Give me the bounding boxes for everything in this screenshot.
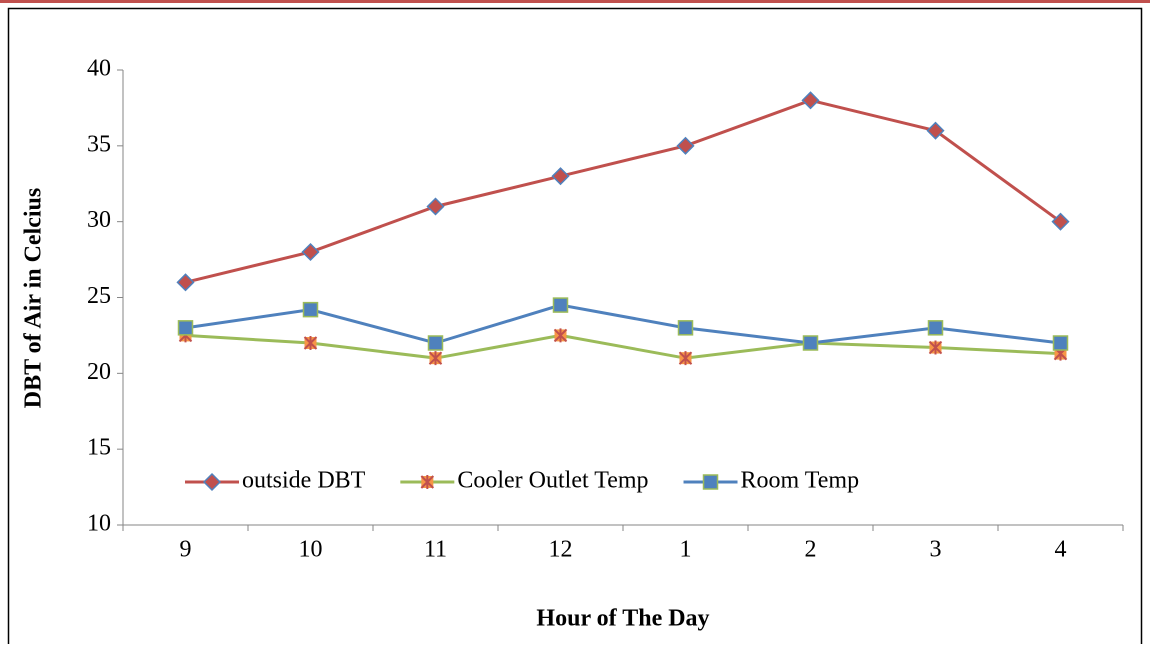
- x-tick-label: 12: [549, 537, 573, 563]
- y-tick-label: 20: [87, 359, 111, 385]
- marker: [420, 475, 435, 489]
- y-tick-label: 30: [87, 207, 111, 233]
- legend-label: Room Temp: [741, 468, 860, 494]
- top-stripe: [0, 0, 1150, 3]
- marker: [553, 328, 568, 343]
- marker-cross: [678, 351, 693, 366]
- marker-cross: [303, 336, 318, 350]
- marker: [202, 472, 222, 492]
- x-tick-label: 4: [1055, 537, 1067, 563]
- marker: [427, 335, 444, 351]
- y-tick-label: 15: [87, 435, 111, 461]
- y-tick-label: 10: [87, 511, 111, 537]
- x-tick-label: 11: [424, 537, 447, 563]
- marker: [303, 336, 318, 350]
- marker: [302, 301, 319, 318]
- marker: [702, 474, 719, 490]
- marker: [678, 351, 693, 366]
- marker: [428, 351, 443, 366]
- marker-cross: [428, 351, 443, 366]
- marker: [927, 320, 944, 336]
- marker: [677, 320, 694, 336]
- marker-cross: [420, 475, 435, 489]
- marker: [426, 197, 445, 216]
- y-tick-label: 35: [87, 131, 111, 157]
- series-line: [185, 333, 1061, 360]
- marker: [802, 335, 819, 351]
- y-tick-label: 25: [87, 283, 111, 309]
- x-axis-title: Hour of The Day: [536, 606, 709, 632]
- y-tick-label: 40: [87, 56, 111, 82]
- marker: [1052, 335, 1069, 351]
- legend-label: outside DBT: [242, 468, 366, 494]
- marker: [801, 91, 820, 110]
- marker: [177, 320, 194, 336]
- marker: [552, 297, 569, 313]
- marker: [1051, 212, 1070, 231]
- x-tick-label: 3: [930, 537, 942, 563]
- marker: [676, 136, 695, 155]
- marker: [176, 273, 195, 292]
- x-tick-label: 2: [805, 537, 817, 563]
- marker-cross: [553, 328, 568, 343]
- y-axis-title: DBT of Air in Celcius: [21, 188, 47, 408]
- marker: [551, 167, 570, 186]
- marker: [926, 121, 945, 140]
- legend-label: Cooler Outlet Temp: [457, 468, 648, 494]
- marker-cross: [928, 340, 943, 355]
- marker: [301, 242, 320, 262]
- series-line: [185, 98, 1062, 284]
- series-line: [185, 303, 1061, 345]
- x-tick-label: 10: [299, 537, 323, 563]
- x-tick-label: 1: [680, 537, 692, 563]
- marker: [928, 340, 943, 355]
- x-tick-label: 9: [180, 537, 192, 563]
